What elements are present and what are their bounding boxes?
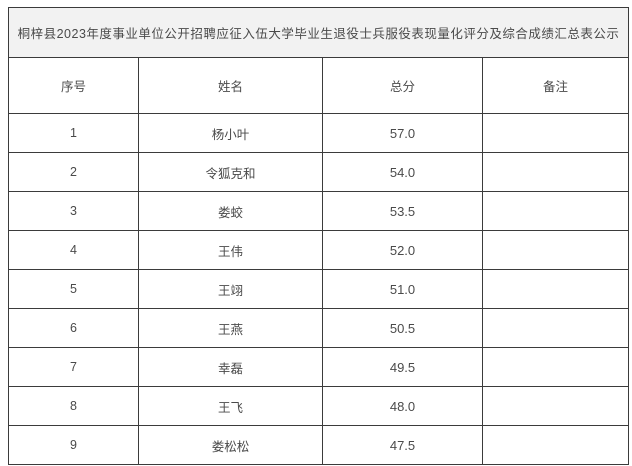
name-cell: 娄蛟 — [138, 191, 323, 231]
remark-cell — [482, 269, 629, 309]
score-cell: 53.5 — [322, 191, 483, 231]
remark-cell — [482, 152, 629, 192]
score-cell: 49.5 — [322, 347, 483, 387]
table-row: 3 娄蛟 53.5 — [8, 191, 629, 231]
score-cell: 47.5 — [322, 425, 483, 465]
table-row: 5 王翊 51.0 — [8, 269, 629, 309]
score-cell: 52.0 — [322, 230, 483, 270]
remark-cell — [482, 308, 629, 348]
table-row: 1 杨小叶 57.0 — [8, 113, 629, 153]
remark-cell — [482, 347, 629, 387]
table-row: 6 王燕 50.5 — [8, 308, 629, 348]
name-cell: 幸磊 — [138, 347, 323, 387]
table-title-row: 桐梓县2023年度事业单位公开招聘应征入伍大学毕业生退役士兵服役表现量化评分及综… — [8, 7, 629, 58]
seq-cell: 8 — [8, 386, 139, 426]
score-cell: 48.0 — [322, 386, 483, 426]
score-summary-table: 桐梓县2023年度事业单位公开招聘应征入伍大学毕业生退役士兵服役表现量化评分及综… — [8, 7, 629, 465]
table-row: 2 令狐克和 54.0 — [8, 152, 629, 192]
table-row: 7 幸磊 49.5 — [8, 347, 629, 387]
table-title: 桐梓县2023年度事业单位公开招聘应征入伍大学毕业生退役士兵服役表现量化评分及综… — [8, 7, 629, 58]
remark-cell — [482, 113, 629, 153]
score-cell: 51.0 — [322, 269, 483, 309]
column-header-score: 总分 — [322, 57, 483, 114]
name-cell: 王伟 — [138, 230, 323, 270]
seq-cell: 2 — [8, 152, 139, 192]
seq-cell: 3 — [8, 191, 139, 231]
name-cell: 杨小叶 — [138, 113, 323, 153]
name-cell: 令狐克和 — [138, 152, 323, 192]
remark-cell — [482, 230, 629, 270]
table-header-row: 序号 姓名 总分 备注 — [8, 57, 629, 114]
seq-cell: 5 — [8, 269, 139, 309]
remark-cell — [482, 425, 629, 465]
seq-cell: 9 — [8, 425, 139, 465]
remark-cell — [482, 191, 629, 231]
seq-cell: 1 — [8, 113, 139, 153]
column-header-name: 姓名 — [138, 57, 323, 114]
name-cell: 王飞 — [138, 386, 323, 426]
column-header-remark: 备注 — [482, 57, 629, 114]
table-row: 9 娄松松 47.5 — [8, 425, 629, 465]
name-cell: 娄松松 — [138, 425, 323, 465]
score-cell: 57.0 — [322, 113, 483, 153]
score-cell: 54.0 — [322, 152, 483, 192]
seq-cell: 6 — [8, 308, 139, 348]
table-row: 8 王飞 48.0 — [8, 386, 629, 426]
column-header-seq: 序号 — [8, 57, 139, 114]
remark-cell — [482, 386, 629, 426]
score-cell: 50.5 — [322, 308, 483, 348]
seq-cell: 7 — [8, 347, 139, 387]
name-cell: 王翊 — [138, 269, 323, 309]
name-cell: 王燕 — [138, 308, 323, 348]
table-row: 4 王伟 52.0 — [8, 230, 629, 270]
seq-cell: 4 — [8, 230, 139, 270]
